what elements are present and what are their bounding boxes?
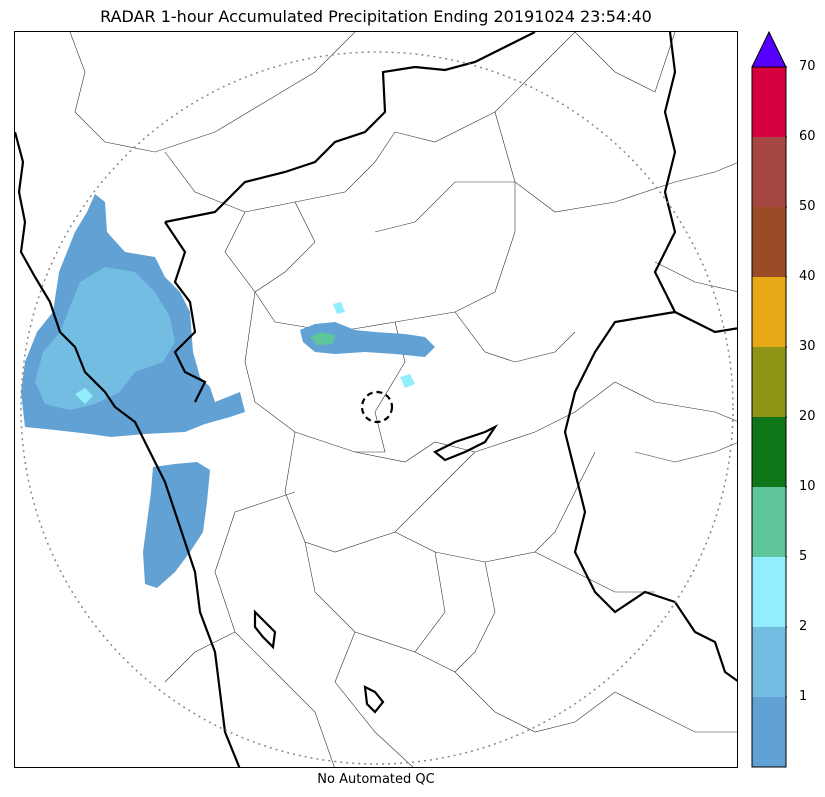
colorbar-tick-label-30: 30 [799,339,816,354]
colorbar-tick-label-10: 10 [799,479,816,494]
radar-range-ring [20,51,734,765]
precip-central-band [300,322,435,357]
qc-status-label: No Automated QC [317,772,435,787]
colorbar-bin-50 [752,207,786,277]
state-boundaries [15,32,737,767]
precip-central-teal [310,332,335,345]
colorbar-tick-label-20: 20 [799,409,816,424]
colorbar-bin-10 [752,487,786,557]
colorbar-extend-arrow [751,31,787,68]
precip-west-core [35,267,175,410]
precip-colorbar [751,31,787,769]
radar-site-marker [360,390,394,424]
colorbar-bin-70 [752,67,786,137]
precip-southwest-cell [143,462,210,588]
map-title: RADAR 1-hour Accumulated Precipitation E… [100,7,652,26]
colorbar-bin-60 [752,137,786,207]
colorbar-tick-label-60: 60 [799,129,816,144]
radar-map-svg [15,32,737,767]
precipitation-cells [21,194,435,588]
colorbar-tick-label-1: 1 [799,689,808,704]
colorbar-border [751,66,787,768]
colorbar-tick-label-40: 40 [799,269,816,284]
district-boundaries [69,32,737,767]
precip-central-speck [400,374,415,388]
colorbar-bin-5 [752,557,786,627]
colorbar-bin-30 [752,347,786,417]
colorbar-bin-2 [752,627,786,697]
colorbar-bin-1 [752,697,786,767]
colorbar-tick-label-5: 5 [799,549,808,564]
precip-west-peak [75,388,93,404]
colorbar-bin-40 [752,277,786,347]
colorbar-bin-20 [752,417,786,487]
precip-north-speck [333,302,345,314]
colorbar-tick-label-50: 50 [799,199,816,214]
colorbar-svg [751,31,787,768]
colorbar-tick-label-2: 2 [799,619,808,634]
radar-map[interactable] [14,31,738,768]
colorbar-tick-label-70: 70 [799,59,816,74]
